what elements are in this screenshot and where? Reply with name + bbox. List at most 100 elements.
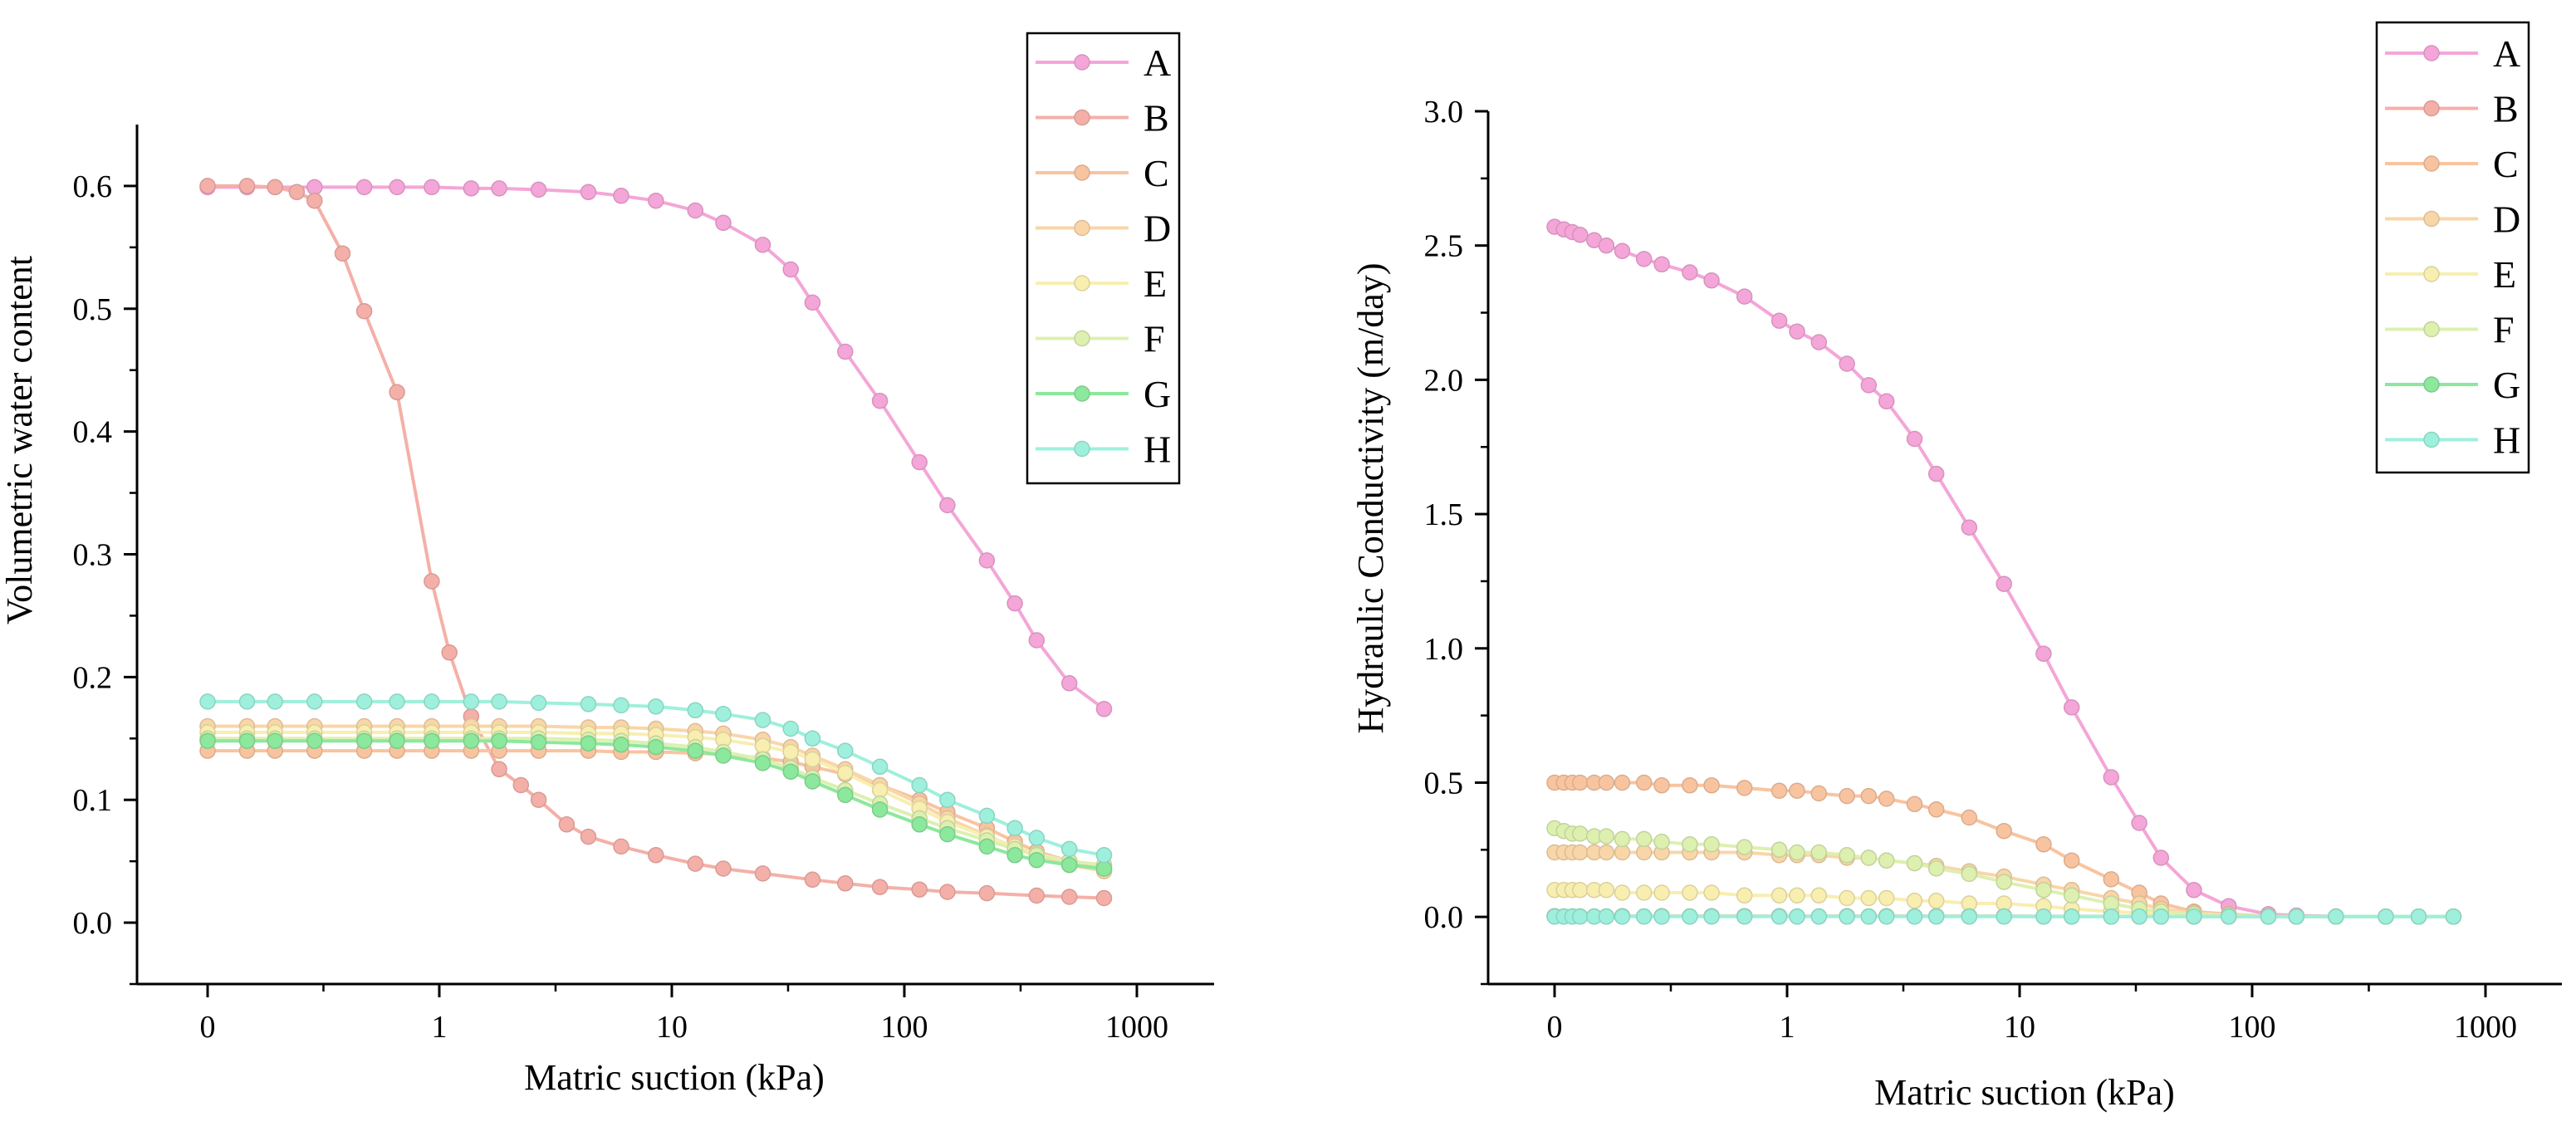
data-point-H [613, 697, 629, 714]
legend-marker-F [1074, 330, 1090, 347]
data-point-B [238, 178, 256, 194]
data-point-D [1614, 844, 1631, 861]
data-point-H [530, 694, 547, 712]
data-point-H [2260, 908, 2277, 925]
data-point-B [389, 384, 405, 401]
legend-marker-B [2423, 100, 2440, 117]
data-point-C [1635, 774, 1653, 791]
data-point-H [2410, 908, 2427, 925]
legend-label-E: E [1144, 262, 1167, 305]
data-point-H [837, 742, 854, 759]
data-point-A [1770, 312, 1788, 329]
data-point-A [1878, 393, 1895, 410]
data-point-F [1906, 854, 1923, 872]
data-point-E [782, 743, 799, 761]
legend-marker-G [2423, 376, 2440, 393]
data-point-G [355, 732, 373, 749]
data-point-F [1653, 833, 1670, 850]
data-point-A [1703, 272, 1720, 289]
data-point-E [754, 737, 771, 754]
data-point-D [1598, 844, 1615, 861]
data-point-B [334, 245, 351, 262]
legend-label-G: G [1144, 373, 1171, 415]
y-tick-label: 0.0 [1424, 900, 1464, 935]
legend-label-E: E [2493, 253, 2516, 296]
data-point-H [1906, 908, 1923, 925]
data-point-F [1839, 847, 1855, 864]
legend-label-G: G [2493, 364, 2520, 406]
data-point-A [1572, 227, 1589, 243]
data-point-F [1703, 836, 1720, 853]
data-point-G [613, 736, 629, 753]
data-point-H [2063, 908, 2080, 925]
legend-label-F: F [1144, 318, 1165, 360]
data-point-C [1598, 774, 1615, 791]
data-point-A [782, 261, 799, 278]
data-point-G [1028, 851, 1046, 869]
x-tick-label: 0 [200, 1010, 216, 1045]
data-point-F [1996, 874, 2012, 890]
data-point-G [199, 732, 216, 749]
data-point-C [1927, 801, 1945, 818]
data-point-G [389, 732, 405, 749]
y-tick-label: 0.5 [1424, 766, 1464, 801]
data-point-A [715, 214, 732, 232]
data-point-C [2063, 852, 2080, 869]
x-axis-label: Matric suction (kPa) [524, 1057, 825, 1098]
data-point-A [355, 179, 373, 196]
data-point-A [1614, 242, 1631, 259]
data-point-A [1653, 256, 1670, 273]
legend-marker-A [1074, 54, 1090, 71]
data-point-H [1598, 908, 1615, 925]
chart-right-hydraulic-conductivity: 0.0 0.5 1.0 1.5 2.0 2.5 3.0 0 1 10 100 1000 Matric s… [1350, 21, 2562, 1113]
y-tick-label: 2.5 [1424, 229, 1464, 264]
legend-marker-F [2423, 321, 2440, 338]
data-point-G [1006, 847, 1023, 864]
data-point-H [580, 696, 597, 712]
data-point-C [1653, 776, 1670, 794]
data-point-F [1878, 852, 1895, 869]
data-point-B [1060, 889, 1078, 905]
data-point-H [2378, 908, 2394, 925]
data-point-C [2103, 871, 2120, 888]
data-point-G [530, 733, 547, 751]
data-point-H [1996, 908, 2012, 925]
x-tick-label: 100 [881, 1010, 928, 1045]
data-point-A [613, 188, 629, 204]
data-point-C [1614, 774, 1631, 791]
data-point-G [782, 763, 799, 780]
data-point-A [1095, 701, 1113, 717]
data-point-C [1996, 822, 2012, 840]
data-point-A [530, 181, 547, 198]
data-point-H [1839, 908, 1855, 925]
data-point-A [491, 180, 507, 197]
data-point-C [1906, 796, 1923, 813]
y-tick-label: 2.0 [1424, 363, 1464, 398]
data-point-E [837, 764, 854, 781]
data-point-H [1789, 908, 1805, 925]
data-point-E [1878, 889, 1895, 907]
legend-label-D: D [1144, 208, 1171, 250]
x-tick-label: 10 [656, 1010, 688, 1045]
y-tick-label: 1.5 [1424, 497, 1464, 532]
data-point-H [2288, 908, 2305, 925]
data-point-H [871, 758, 889, 776]
legend-box [1026, 32, 1181, 485]
data-point-A [1598, 237, 1615, 254]
data-point-A [939, 497, 956, 514]
data-point-F [1614, 830, 1631, 848]
data-point-A [1635, 251, 1653, 267]
legend-marker-E [2423, 266, 2440, 282]
data-point-B [267, 179, 283, 196]
data-point-H [1810, 908, 1828, 925]
data-point-H [2035, 908, 2052, 925]
data-point-H [939, 791, 956, 808]
data-point-H [2186, 908, 2202, 925]
series-A [1546, 218, 2462, 925]
data-point-F [2035, 882, 2052, 899]
data-point-A [1736, 288, 1753, 305]
data-point-H [1614, 908, 1631, 925]
data-point-B [558, 816, 575, 833]
legend-label-F: F [2493, 309, 2515, 351]
